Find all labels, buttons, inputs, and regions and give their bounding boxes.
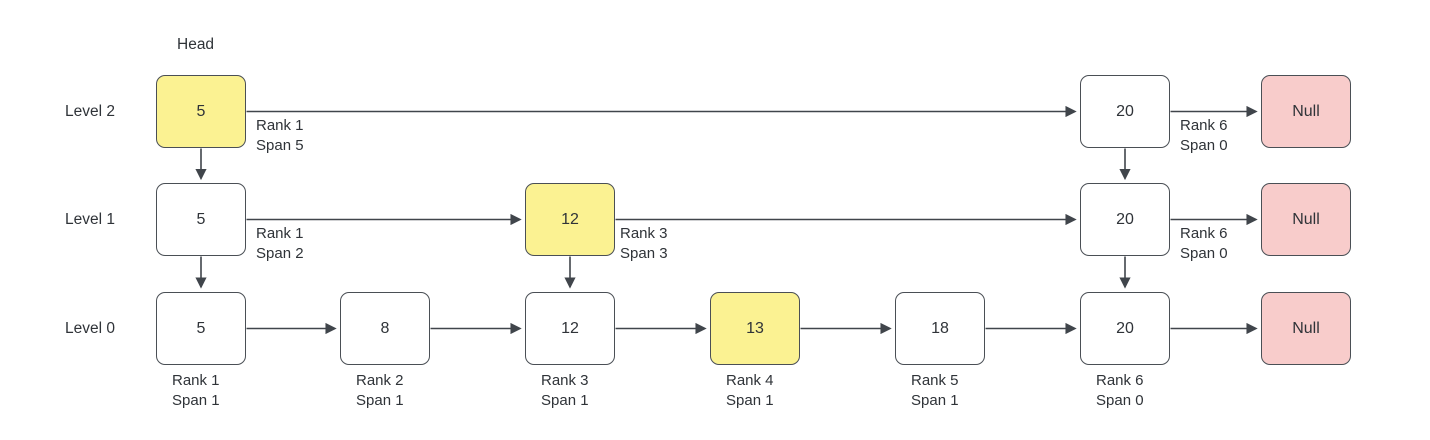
- node-level0-20[interactable]: 20: [1080, 292, 1170, 365]
- span-text: Span 1: [726, 391, 774, 409]
- rank-text: Rank 1: [256, 117, 304, 134]
- rank-text: Rank 1: [172, 372, 220, 389]
- level-1-label: Level 1: [65, 211, 115, 228]
- node-level0-null[interactable]: Null: [1261, 292, 1351, 365]
- annotation-level0-node12: Rank 3 Span 1: [541, 371, 589, 410]
- span-text: Span 0: [1180, 244, 1228, 262]
- span-text: Span 0: [1180, 136, 1228, 154]
- node-level0-8[interactable]: 8: [340, 292, 430, 365]
- node-level2-head-5[interactable]: 5: [156, 75, 246, 148]
- node-value: 20: [1116, 210, 1134, 228]
- rank-text: Rank 4: [726, 372, 774, 389]
- span-text: Span 1: [541, 391, 589, 409]
- node-value: 13: [746, 319, 764, 337]
- rank-text: Rank 3: [541, 372, 589, 389]
- node-level1-null[interactable]: Null: [1261, 183, 1351, 256]
- node-value: 12: [561, 210, 579, 228]
- node-level1-20[interactable]: 20: [1080, 183, 1170, 256]
- node-level0-12[interactable]: 12: [525, 292, 615, 365]
- annotation-level0-node18: Rank 5 Span 1: [911, 371, 959, 410]
- annotation-level0-node13: Rank 4 Span 1: [726, 371, 774, 410]
- node-level0-18[interactable]: 18: [895, 292, 985, 365]
- annotation-level2-node5: Rank 1 Span 5: [256, 116, 304, 155]
- annotation-level1-node12: Rank 3 Span 3: [620, 224, 668, 263]
- span-text: Span 3: [620, 244, 668, 262]
- node-value: Null: [1292, 102, 1320, 120]
- node-level0-13[interactable]: 13: [710, 292, 800, 365]
- annotation-level1-node20: Rank 6 Span 0: [1180, 224, 1228, 263]
- span-text: Span 1: [172, 391, 220, 409]
- node-value: Null: [1292, 210, 1320, 228]
- span-text: Span 5: [256, 136, 304, 154]
- rank-text: Rank 3: [620, 225, 668, 242]
- node-value: 5: [196, 210, 206, 228]
- rank-text: Rank 6: [1180, 225, 1228, 242]
- level-0-label: Level 0: [65, 320, 115, 337]
- span-text: Span 1: [356, 391, 404, 409]
- annotation-level1-node5: Rank 1 Span 2: [256, 224, 304, 263]
- node-value: 12: [561, 319, 579, 337]
- rank-text: Rank 6: [1096, 372, 1144, 389]
- annotation-level0-node20: Rank 6 Span 0: [1096, 371, 1144, 410]
- rank-text: Rank 1: [256, 225, 304, 242]
- node-level0-5[interactable]: 5: [156, 292, 246, 365]
- level-2-label: Level 2: [65, 103, 115, 120]
- node-value: 20: [1116, 319, 1134, 337]
- node-value: 20: [1116, 102, 1134, 120]
- node-value: Null: [1292, 319, 1320, 337]
- annotation-level2-node20: Rank 6 Span 0: [1180, 116, 1228, 155]
- node-level2-20[interactable]: 20: [1080, 75, 1170, 148]
- node-value: 18: [931, 319, 949, 337]
- rank-text: Rank 5: [911, 372, 959, 389]
- node-value: 8: [380, 319, 390, 337]
- head-label: Head: [177, 36, 215, 53]
- rank-text: Rank 6: [1180, 117, 1228, 134]
- span-text: Span 0: [1096, 391, 1144, 409]
- span-text: Span 1: [911, 391, 959, 409]
- node-value: 5: [196, 319, 206, 337]
- annotation-level0-node5: Rank 1 Span 1: [172, 371, 220, 410]
- node-value: 5: [196, 102, 206, 120]
- node-level2-null[interactable]: Null: [1261, 75, 1351, 148]
- rank-text: Rank 2: [356, 372, 404, 389]
- node-level1-5[interactable]: 5: [156, 183, 246, 256]
- span-text: Span 2: [256, 244, 304, 262]
- annotation-level0-node8: Rank 2 Span 1: [356, 371, 404, 410]
- node-level1-12[interactable]: 12: [525, 183, 615, 256]
